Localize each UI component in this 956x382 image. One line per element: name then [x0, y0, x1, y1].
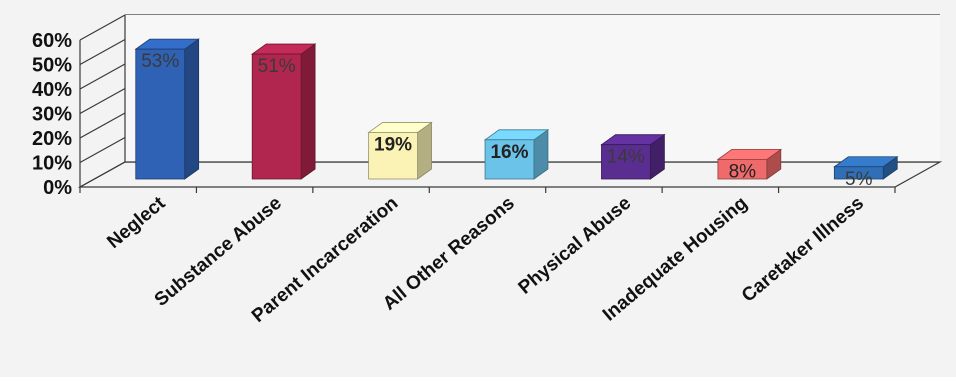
gridline-side [79, 38, 126, 66]
y-tick-label: 20% [32, 128, 72, 150]
data-label: 14% [607, 147, 645, 168]
gridline-side [79, 63, 126, 90]
x-tick-label: Neglect [103, 192, 170, 253]
data-label: 16% [490, 142, 528, 163]
y-tick-label: 10% [32, 153, 72, 175]
chart-frame [77, 15, 943, 193]
y-tick-label: 60% [32, 30, 72, 52]
bar-front-face [251, 53, 302, 180]
bar-front-face [484, 139, 535, 180]
data-label: 5% [845, 169, 873, 190]
bar-neglect [134, 38, 200, 180]
data-label: 51% [258, 56, 296, 77]
bar-caretaker-illness [833, 155, 899, 180]
x-tick-label: All Other Reasons [379, 193, 519, 315]
data-labels: 53% 51% 19% 16% 14% 8% 5% [141, 51, 872, 190]
data-label: 53% [141, 51, 179, 72]
y-axis-tick-labels: 0%10% 20%30% 40%50% 60% [32, 30, 72, 199]
bar-all-other-reasons [483, 129, 550, 180]
x-tick-label: Physical Abuse [515, 193, 636, 299]
y-tick-label: 30% [32, 104, 72, 126]
x-tick-label: Caretaker Illness [738, 193, 868, 307]
floor [77, 161, 943, 188]
bar-front-face [717, 158, 768, 180]
gridline-side [79, 136, 126, 164]
data-label: 8% [729, 161, 757, 182]
bar-front-face [368, 132, 418, 180]
bar-physical-abuse [600, 133, 666, 180]
y-tick-label: 0% [43, 177, 72, 199]
bar-inadequate-housing [716, 148, 783, 180]
bar-side-face [300, 43, 316, 180]
back-wall [125, 15, 940, 162]
bar-parent-incarceration [367, 121, 433, 180]
gridline-side [79, 14, 126, 41]
y-tick-label: 50% [32, 55, 72, 77]
bar-front-face [833, 166, 884, 180]
bar-side-face [184, 38, 200, 180]
bars [134, 38, 899, 180]
x-tick-label: Substance Abuse [151, 193, 286, 311]
y-tick-label: 40% [32, 79, 72, 101]
gridline-side [79, 112, 126, 139]
bar-front-face [135, 48, 186, 180]
bar-substance-abuse [250, 43, 317, 180]
bar-front-face [601, 144, 651, 180]
data-label: 19% [374, 134, 412, 155]
gridline-side [79, 87, 126, 115]
